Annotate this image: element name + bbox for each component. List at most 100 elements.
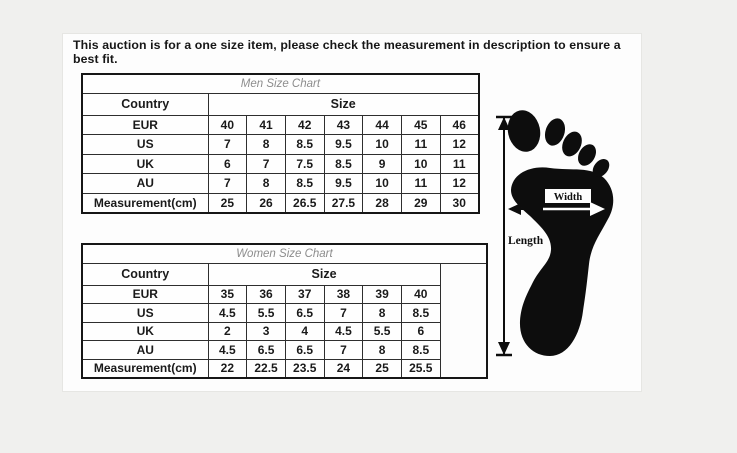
size-cell: 6 bbox=[207, 153, 248, 174]
size-cell: 25.5 bbox=[400, 358, 441, 378]
men-measurement-row: Measurement(cm) 25 26 26.5 27.5 28 29 30 bbox=[81, 192, 480, 213]
women-measurement-row: Measurement(cm) 22 22.5 23.5 24 25 25.5 bbox=[81, 358, 487, 378]
row-label: AU bbox=[81, 173, 209, 194]
size-cell: 25 bbox=[362, 358, 402, 378]
size-cell: 22.5 bbox=[246, 358, 286, 378]
size-cell: 30 bbox=[439, 192, 480, 213]
size-cell: 5.5 bbox=[362, 321, 402, 341]
size-cell: 7 bbox=[207, 173, 248, 194]
length-label: Length bbox=[508, 235, 544, 247]
row-label: EUR bbox=[81, 284, 209, 304]
size-cell: 4.5 bbox=[207, 340, 248, 360]
men-eur-row: EUR 40 41 42 43 44 45 46 bbox=[81, 114, 480, 135]
size-cell: 6.5 bbox=[246, 340, 286, 360]
women-eur-row: EUR 35 36 37 38 39 40 bbox=[81, 284, 487, 304]
size-cell: 3 bbox=[246, 321, 286, 341]
size-cell: 7 bbox=[323, 303, 364, 323]
women-uk-row: UK 2 3 4 4.5 5.5 6 bbox=[81, 321, 487, 341]
size-cell: 40 bbox=[400, 284, 441, 304]
size-cell: 8.5 bbox=[284, 173, 325, 194]
toe-shape bbox=[544, 118, 566, 146]
row-label: US bbox=[81, 303, 209, 323]
size-cell: 44 bbox=[362, 114, 402, 135]
row-label: Measurement(cm) bbox=[81, 358, 209, 378]
size-cell: 8.5 bbox=[284, 134, 325, 155]
size-cell: 9.5 bbox=[323, 134, 364, 155]
size-cell: 8 bbox=[246, 173, 286, 194]
auction-notice-text: This auction is for a one size item, ple… bbox=[73, 38, 621, 66]
size-cell: 6.5 bbox=[284, 303, 325, 323]
men-au-row: AU 7 8 8.5 9.5 10 11 12 bbox=[81, 173, 480, 194]
size-cell: 11 bbox=[400, 173, 441, 194]
size-cell: 7 bbox=[323, 340, 364, 360]
size-cell: 8 bbox=[246, 134, 286, 155]
auction-size-chart-image: This auction is for a one size item, ple… bbox=[62, 33, 642, 392]
size-cell: 5.5 bbox=[246, 303, 286, 323]
size-cell: 10 bbox=[362, 173, 402, 194]
size-cell: 6.5 bbox=[284, 340, 325, 360]
size-cell: 24 bbox=[323, 358, 364, 378]
size-cell: 4 bbox=[284, 321, 325, 341]
size-cell: 8 bbox=[362, 340, 402, 360]
men-us-row: US 7 8 8.5 9.5 10 11 12 bbox=[81, 134, 480, 155]
toe-shape bbox=[592, 159, 610, 177]
women-table-header-row: Country Size bbox=[81, 262, 488, 378]
women-size-chart-table: Women Size Chart Country Size EUR 35 36 … bbox=[81, 243, 488, 379]
women-table-title: Women Size Chart bbox=[81, 243, 488, 264]
size-cell: 8.5 bbox=[323, 153, 364, 174]
width-label: Width bbox=[554, 192, 583, 203]
men-table-header-row: Country Size bbox=[81, 92, 480, 116]
size-cell: 41 bbox=[246, 114, 286, 135]
size-cell: 38 bbox=[323, 284, 364, 304]
row-label: EUR bbox=[81, 114, 209, 135]
size-cell: 9 bbox=[362, 153, 402, 174]
size-cell: 8.5 bbox=[400, 340, 441, 360]
men-table-title-row: Men Size Chart bbox=[81, 73, 480, 94]
size-cell: 8.5 bbox=[400, 303, 441, 323]
size-cell: 4.5 bbox=[323, 321, 364, 341]
women-au-row: AU 4.5 6.5 6.5 7 8 8.5 bbox=[81, 340, 487, 360]
size-cell: 4.5 bbox=[207, 303, 248, 323]
women-country-header: Country bbox=[81, 262, 209, 286]
men-size-chart-table: Men Size Chart Country Size EUR 40 41 42… bbox=[81, 73, 480, 214]
size-cell: 46 bbox=[439, 114, 480, 135]
size-cell: 8 bbox=[362, 303, 402, 323]
size-cell: 10 bbox=[400, 153, 441, 174]
row-label: AU bbox=[81, 340, 209, 360]
size-cell: 7 bbox=[207, 134, 248, 155]
length-arrow bbox=[496, 115, 512, 357]
footprint-shape bbox=[511, 167, 614, 356]
size-cell: 23.5 bbox=[284, 358, 325, 378]
women-us-row: US 4.5 5.5 6.5 7 8 8.5 bbox=[81, 303, 487, 323]
foot-measurement-diagram: Length Width bbox=[496, 110, 614, 357]
size-cell: 11 bbox=[439, 153, 480, 174]
size-cell: 7.5 bbox=[284, 153, 325, 174]
size-cell: 27.5 bbox=[323, 192, 364, 213]
row-label: UK bbox=[81, 321, 209, 341]
size-cell: 26.5 bbox=[284, 192, 325, 213]
size-cell: 40 bbox=[207, 114, 248, 135]
row-label: US bbox=[81, 134, 209, 155]
empty-column-cell bbox=[439, 262, 488, 378]
toe-shape bbox=[562, 131, 582, 157]
size-cell: 28 bbox=[362, 192, 402, 213]
men-table-title: Men Size Chart bbox=[81, 73, 480, 94]
women-size-header: Size bbox=[207, 262, 441, 286]
men-country-header: Country bbox=[81, 92, 209, 116]
size-cell: 9.5 bbox=[323, 173, 364, 194]
width-arrow: Width bbox=[508, 189, 605, 216]
size-cell: 42 bbox=[284, 114, 325, 135]
row-label: Measurement(cm) bbox=[81, 192, 209, 213]
size-cell: 25 bbox=[207, 192, 248, 213]
men-size-header: Size bbox=[207, 92, 480, 116]
size-cell: 39 bbox=[362, 284, 402, 304]
size-cell: 36 bbox=[246, 284, 286, 304]
size-cell: 11 bbox=[400, 134, 441, 155]
width-label-band bbox=[545, 189, 591, 203]
size-cell: 37 bbox=[284, 284, 325, 304]
size-cell: 2 bbox=[207, 321, 248, 341]
men-uk-row: UK 6 7 7.5 8.5 9 10 11 bbox=[81, 153, 480, 174]
size-cell: 7 bbox=[246, 153, 286, 174]
size-cell: 45 bbox=[400, 114, 441, 135]
size-cell: 6 bbox=[400, 321, 441, 341]
